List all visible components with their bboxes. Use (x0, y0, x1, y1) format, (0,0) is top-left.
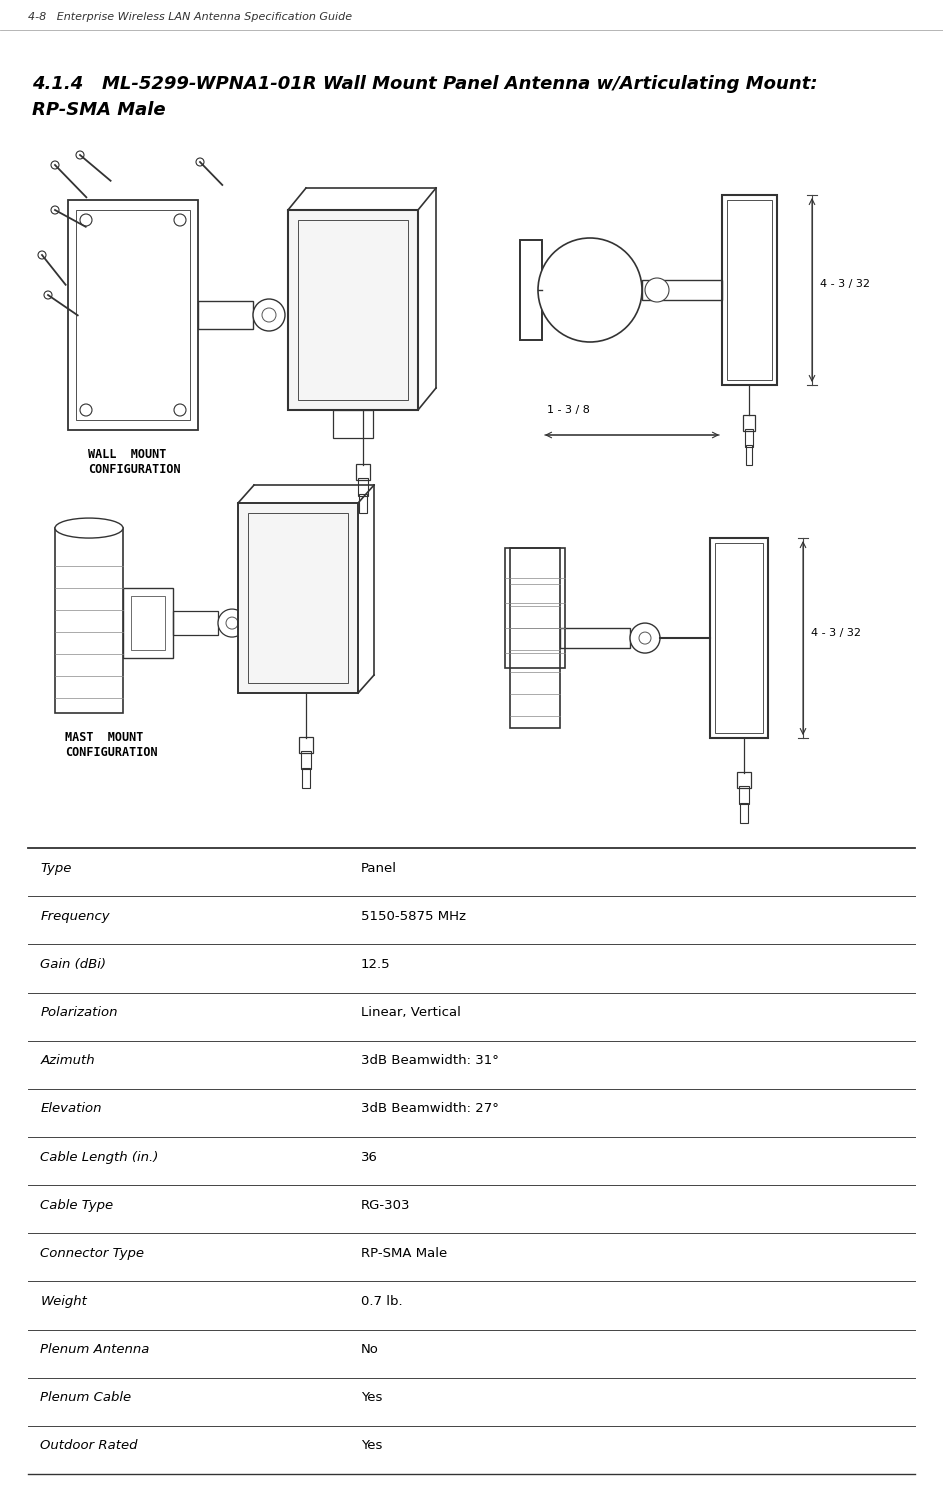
Circle shape (80, 215, 92, 227)
Text: WALL  MOUNT
CONFIGURATION: WALL MOUNT CONFIGURATION (88, 447, 181, 476)
Text: Connector Type: Connector Type (41, 1247, 144, 1259)
Bar (642, 281, 722, 300)
Circle shape (639, 632, 651, 644)
Text: 0.7 lb.: 0.7 lb. (361, 1295, 403, 1307)
Text: 4.1.4   ML-5299-WPNA1-01R Wall Mount Panel Antenna w/Articulating Mount:: 4.1.4 ML-5299-WPNA1-01R Wall Mount Panel… (32, 75, 818, 93)
Text: RG-303: RG-303 (361, 1199, 410, 1211)
Bar (248, 513, 348, 683)
Bar (739, 787, 749, 805)
Text: 4-8   Enterprise Wireless LAN Antenna Specification Guide: 4-8 Enterprise Wireless LAN Antenna Spec… (28, 12, 352, 23)
Text: Plenum Antenna: Plenum Antenna (41, 1343, 150, 1355)
Text: Cable Type: Cable Type (41, 1199, 113, 1211)
Circle shape (51, 206, 59, 215)
Ellipse shape (55, 518, 123, 537)
Bar (727, 200, 772, 380)
Circle shape (76, 152, 84, 159)
Bar (740, 803, 748, 823)
Text: Linear, Vertical: Linear, Vertical (361, 1006, 461, 1019)
Circle shape (38, 251, 46, 260)
Text: Panel: Panel (361, 862, 397, 875)
Bar (715, 543, 763, 732)
Text: 5150-5875 MHz: 5150-5875 MHz (361, 910, 466, 923)
Bar (743, 414, 755, 431)
Bar (131, 596, 165, 650)
Bar (560, 627, 630, 648)
Circle shape (645, 278, 669, 302)
Text: Azimuth: Azimuth (41, 1054, 95, 1067)
Bar (198, 302, 253, 329)
Text: Yes: Yes (361, 1391, 382, 1405)
Circle shape (253, 299, 285, 332)
Circle shape (196, 158, 204, 167)
Text: Type: Type (41, 862, 72, 875)
Text: RP-SMA Male: RP-SMA Male (361, 1247, 447, 1259)
Bar (737, 772, 751, 788)
Text: 3dB Beamwidth: 27°: 3dB Beamwidth: 27° (361, 1102, 499, 1115)
Bar (301, 750, 311, 769)
Bar (356, 464, 370, 480)
Bar (302, 769, 310, 788)
Circle shape (174, 215, 186, 227)
Circle shape (262, 308, 276, 323)
Text: 12.5: 12.5 (361, 958, 390, 971)
Text: Yes: Yes (361, 1439, 382, 1453)
Bar (333, 410, 373, 438)
Bar (510, 548, 560, 728)
Bar (299, 737, 313, 754)
Text: Outdoor Rated: Outdoor Rated (41, 1439, 138, 1453)
Text: Frequency: Frequency (41, 910, 110, 923)
Bar (745, 429, 753, 447)
Bar (76, 210, 190, 420)
Circle shape (174, 404, 186, 416)
Text: Cable Length (in.): Cable Length (in.) (41, 1151, 158, 1163)
Text: RP-SMA Male: RP-SMA Male (32, 101, 166, 119)
Circle shape (44, 291, 52, 299)
Bar (298, 221, 408, 399)
Bar (288, 210, 418, 410)
Bar (173, 611, 218, 635)
Circle shape (538, 239, 642, 342)
Bar (520, 240, 542, 341)
Bar (710, 537, 768, 738)
Text: Plenum Cable: Plenum Cable (41, 1391, 131, 1405)
Text: 3dB Beamwidth: 31°: 3dB Beamwidth: 31° (361, 1054, 499, 1067)
Circle shape (218, 609, 246, 636)
Circle shape (80, 404, 92, 416)
Text: Gain (dBi): Gain (dBi) (41, 958, 107, 971)
Bar (358, 477, 368, 495)
Text: No: No (361, 1343, 379, 1355)
Bar (505, 548, 565, 668)
Bar (68, 200, 198, 429)
Text: MAST  MOUNT
CONFIGURATION: MAST MOUNT CONFIGURATION (65, 731, 157, 760)
Text: 36: 36 (361, 1151, 378, 1163)
Circle shape (51, 161, 59, 170)
Circle shape (226, 617, 238, 629)
Bar (123, 588, 173, 657)
Text: Polarization: Polarization (41, 1006, 118, 1019)
Bar (722, 195, 777, 384)
Bar (238, 503, 358, 693)
Bar (359, 494, 367, 513)
Bar (55, 528, 123, 713)
Text: Elevation: Elevation (41, 1102, 102, 1115)
Text: Weight: Weight (41, 1295, 87, 1307)
Text: 4 - 3 / 32: 4 - 3 / 32 (820, 279, 870, 290)
Circle shape (630, 623, 660, 653)
Text: 4 - 3 / 32: 4 - 3 / 32 (811, 627, 861, 638)
Text: 1 - 3 / 8: 1 - 3 / 8 (547, 405, 590, 414)
Bar (746, 444, 752, 465)
